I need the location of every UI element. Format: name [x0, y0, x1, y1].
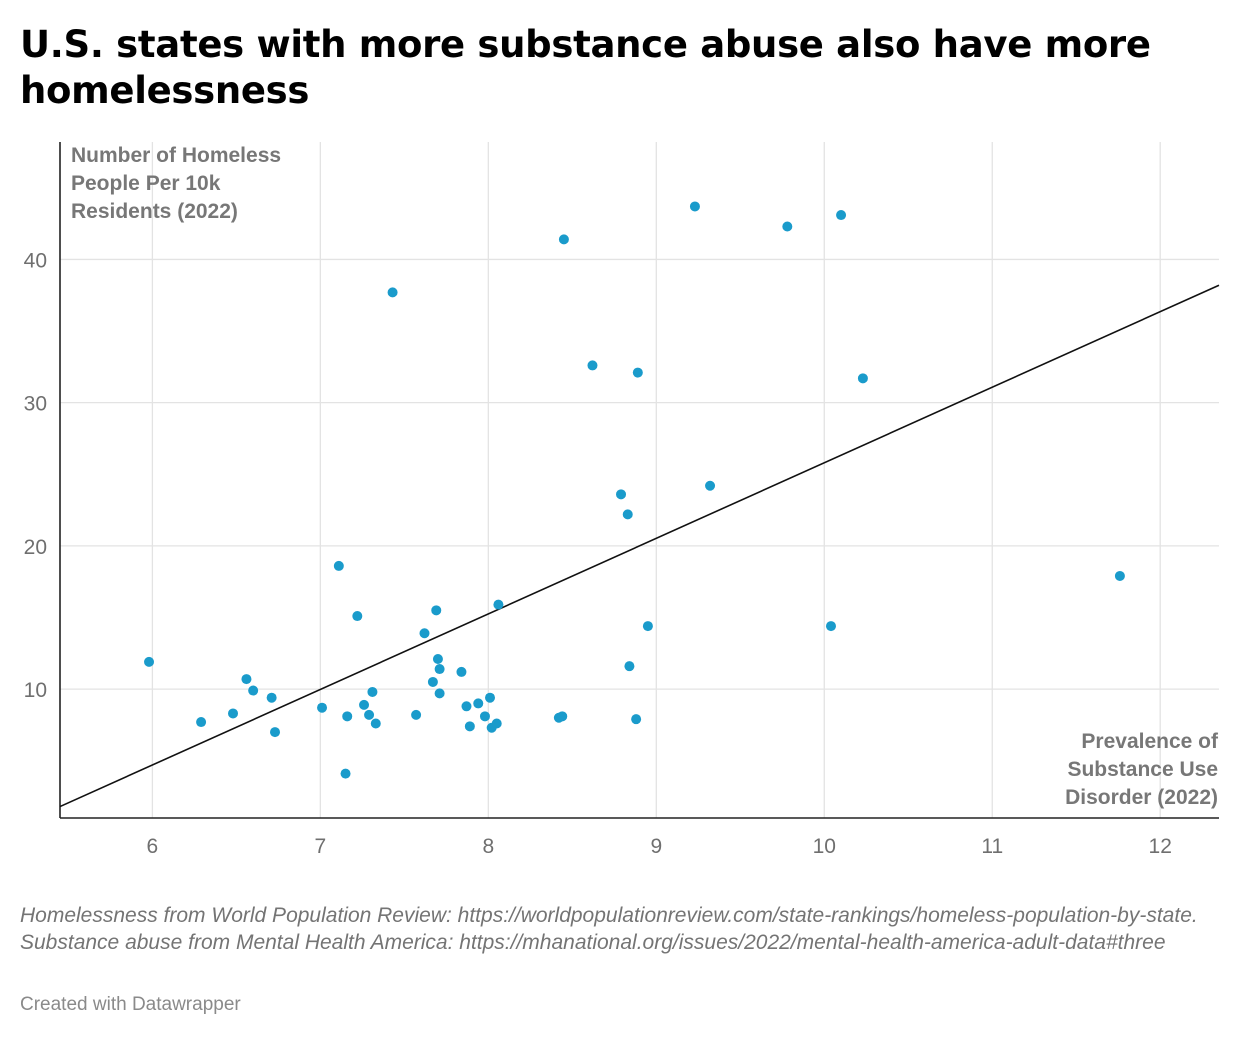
scatter-point[interactable]: [464, 721, 475, 732]
scatter-point[interactable]: [434, 664, 445, 675]
scatter-point[interactable]: [493, 599, 504, 610]
scatter-point[interactable]: [411, 709, 422, 720]
scatter-point[interactable]: [144, 656, 155, 667]
y-axis-title-line: People Per 10k: [71, 172, 221, 195]
scatter-point[interactable]: [359, 699, 370, 710]
scatter-point[interactable]: [432, 654, 443, 665]
scatter-point[interactable]: [558, 234, 569, 245]
scatter-point[interactable]: [228, 708, 239, 719]
x-axis-title-line: Prevalence of: [1081, 730, 1219, 753]
scatter-point[interactable]: [367, 686, 378, 697]
scatter-point[interactable]: [857, 373, 868, 384]
y-axis-title-line: Number of Homeless: [71, 144, 281, 167]
scatter-point[interactable]: [427, 676, 438, 687]
scatter-point[interactable]: [340, 768, 351, 779]
x-tick-label: 12: [1149, 835, 1172, 858]
trendline: [59, 284, 1220, 808]
y-axis-title-line: Residents (2022): [71, 200, 238, 223]
y-tick-label: 30: [24, 393, 47, 416]
x-tick-label: 7: [315, 835, 327, 858]
scatter-point[interactable]: [241, 674, 252, 685]
source-note: Homelessness from World Population Revie…: [20, 904, 1198, 954]
y-tick-label: 10: [24, 679, 47, 702]
scatter-point[interactable]: [1114, 570, 1125, 581]
x-tick-label: 9: [650, 835, 662, 858]
scatter-point[interactable]: [196, 717, 207, 728]
scatter-point[interactable]: [333, 560, 344, 571]
x-tick-label: 10: [813, 835, 836, 858]
scatter-point[interactable]: [352, 611, 363, 622]
axis-labels: 6 7 8 9 10 11 12 10 20 30 40 Number of Homeless Peop…: [24, 144, 1219, 858]
scatter-point[interactable]: [782, 221, 793, 232]
scatter-point[interactable]: [342, 711, 353, 722]
scatter-point[interactable]: [317, 702, 328, 713]
scatter-point[interactable]: [557, 711, 568, 722]
data-points: [144, 201, 1125, 779]
axes: [59, 142, 1219, 819]
x-tick-label: 8: [482, 835, 494, 858]
scatter-point[interactable]: [705, 480, 716, 491]
scatter-point[interactable]: [473, 698, 484, 709]
chart-title: U.S. states with more substance abuse al…: [20, 23, 1151, 112]
scatter-point[interactable]: [632, 367, 643, 378]
scatter-point[interactable]: [248, 685, 259, 696]
scatter-point[interactable]: [434, 688, 445, 699]
scatter-point[interactable]: [461, 701, 472, 712]
y-tick-label: 40: [24, 249, 47, 272]
scatter-point[interactable]: [370, 718, 381, 729]
scatter-point[interactable]: [616, 489, 627, 500]
scatter-point[interactable]: [642, 621, 653, 632]
scatter-point[interactable]: [270, 727, 281, 738]
scatter-point[interactable]: [836, 210, 847, 221]
scatter-point[interactable]: [689, 201, 700, 212]
scatter-point[interactable]: [631, 714, 642, 725]
scatter-point[interactable]: [587, 360, 598, 371]
x-tick-label: 6: [147, 835, 159, 858]
scatter-point[interactable]: [387, 287, 398, 298]
x-axis-title-line: Substance Use: [1067, 758, 1218, 781]
x-tick-label: 11: [981, 835, 1003, 858]
scatter-point[interactable]: [419, 628, 430, 639]
scatter-point[interactable]: [624, 661, 635, 672]
scatter-point[interactable]: [431, 605, 442, 616]
scatter-point[interactable]: [456, 666, 467, 677]
scatter-point[interactable]: [622, 509, 633, 520]
trendline-layer: [59, 284, 1220, 808]
y-tick-label: 20: [24, 536, 47, 559]
scatter-point[interactable]: [491, 718, 502, 729]
scatter-point[interactable]: [479, 711, 490, 722]
scatter-point[interactable]: [364, 709, 375, 720]
x-axis-title-line: Disorder (2022): [1065, 786, 1218, 809]
scatter-point[interactable]: [266, 692, 277, 703]
scatter-point[interactable]: [485, 692, 496, 703]
scatter-point[interactable]: [825, 621, 836, 632]
credit-text: Created with Datawrapper: [20, 994, 241, 1015]
